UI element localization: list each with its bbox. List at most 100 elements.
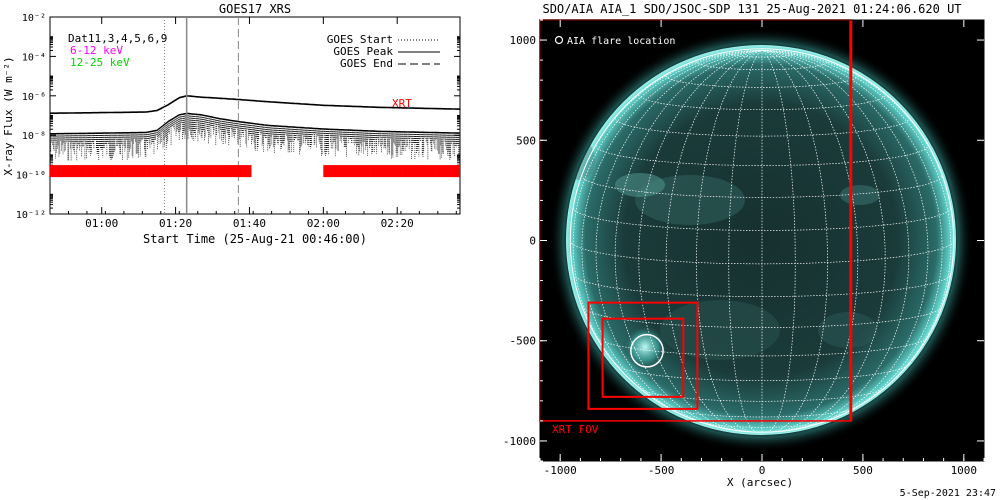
xrt-coverage-mark <box>149 165 152 178</box>
xrt-coverage-mark <box>357 165 361 178</box>
xrt-label: XRT <box>392 97 412 110</box>
xrt-coverage-mark <box>178 165 181 178</box>
xrt-coverage-mark <box>327 165 330 178</box>
aia-legend-text: AIA flare location <box>567 36 675 47</box>
xrt-coverage-mark <box>382 165 385 178</box>
energy-label-1: 6-12 keV <box>70 44 123 57</box>
xrt-coverage-mark <box>241 165 244 178</box>
xrt-coverage-mark <box>243 165 246 178</box>
xrt-coverage-mark <box>414 165 418 178</box>
xrt-coverage-mark <box>204 165 207 178</box>
goes-x-tick-label: 02:20 <box>381 217 414 230</box>
xrt-coverage-mark <box>110 165 114 178</box>
xrt-coverage-mark <box>173 165 177 178</box>
xrt-coverage-mark <box>457 165 460 178</box>
xrt-coverage-mark <box>431 165 434 178</box>
goes-series-low <box>50 112 460 135</box>
xrt-coverage-mark <box>402 165 405 178</box>
xrt-coverage-mark <box>82 165 85 178</box>
xrt-coverage-mark <box>459 165 460 178</box>
goes-noisy-series <box>50 113 460 161</box>
xrt-coverage-mark <box>412 165 416 178</box>
xrt-coverage-mark <box>400 165 403 178</box>
legend-goes-peak: GOES Peak <box>333 45 393 58</box>
grid-longitude-line <box>761 49 859 432</box>
xrt-coverage-mark <box>98 165 102 178</box>
xrt-coverage-mark <box>210 165 213 178</box>
energy-label-2: 12-25 keV <box>70 56 130 69</box>
xrt-coverage-mark <box>451 165 454 178</box>
aia-y-tick-label: 1000 <box>510 34 537 47</box>
aia-x-tick-label: -1000 <box>544 464 577 477</box>
xrt-coverage-mark <box>212 165 215 178</box>
xrt-coverage-mark <box>333 165 336 178</box>
sun-features <box>566 140 880 369</box>
goes-x-tick-label: 01:20 <box>159 217 192 230</box>
xrt-coverage-mark <box>331 165 334 178</box>
aia-y-tick-label: 0 <box>529 235 536 248</box>
grid-longitude-line <box>761 49 952 398</box>
xrt-coverage-mark <box>374 165 377 178</box>
xrt-coverage-mark <box>78 165 81 178</box>
xrt-coverage-mark <box>420 165 424 178</box>
xrt-coverage-mark <box>247 165 250 178</box>
xrt-coverage-mark <box>386 165 389 178</box>
xrt-coverage-mark <box>323 165 326 178</box>
aia-x-tick-label: 1000 <box>951 464 978 477</box>
grid-longitude-line <box>761 49 943 422</box>
xrt-coverage-mark <box>113 165 116 178</box>
xrt-coverage-mark <box>439 165 442 178</box>
grid-longitude-line <box>761 49 929 428</box>
xrt-coverage-mark <box>119 165 122 178</box>
grid-latitude-line <box>700 421 824 428</box>
xrt-fov-label: XRT FOV <box>552 423 599 436</box>
xrt-coverage-mark <box>58 165 61 178</box>
xrt-coverage-mark <box>422 165 426 178</box>
xrt-coverage-mark <box>396 165 399 178</box>
legend-goes-end: GOES End <box>340 57 393 70</box>
xrt-coverage-mark <box>96 165 100 178</box>
goes-noise-spikes <box>50 113 460 161</box>
xrt-coverage-mark <box>188 165 191 178</box>
xrt-coverage-mark <box>92 165 96 178</box>
grid-longitude-line <box>761 49 886 431</box>
xrt-coverage-mark <box>115 165 118 178</box>
aia-panel: SDO/AIA AIA_1 SDO/JSOC-SDP 131 25-Aug-20… <box>503 2 996 499</box>
xrt-coverage-mark <box>337 165 340 178</box>
xrt-coverage-mark <box>163 165 167 178</box>
xrt-coverage-mark <box>165 165 169 178</box>
xrt-coverage-mark <box>129 165 132 178</box>
xrt-coverage-mark <box>86 165 89 178</box>
xrt-coverage-mark <box>104 165 108 178</box>
xrt-coverage-mark <box>145 165 148 178</box>
xrt-coverage-mark <box>167 165 171 178</box>
goes-x-axis: 01:00 01:20 01:40 02:00 02:20 <box>49 17 457 230</box>
xrt-coverage-mark <box>347 165 351 178</box>
xrt-coverage-mark <box>180 165 183 178</box>
xrt-coverage-mark <box>366 165 369 178</box>
xrt-coverage-mark <box>50 165 53 178</box>
xrt-coverage-mark <box>200 165 203 178</box>
aia-y-tick-label: 500 <box>516 134 536 147</box>
xrt-coverage-mark <box>361 165 365 178</box>
xrt-coverage-mark <box>345 165 349 178</box>
xrt-coverage-mark <box>196 165 199 178</box>
xrt-coverage-mark <box>418 165 422 178</box>
xrt-coverage-mark <box>80 165 83 178</box>
xrt-coverage-mark <box>127 165 130 178</box>
xrt-coverage-mark <box>449 165 452 178</box>
xrt-target-box <box>601 317 685 398</box>
xrt-coverage-mark <box>222 165 226 178</box>
xrt-coverage-mark <box>182 165 185 178</box>
xrt-coverage-mark <box>392 165 395 178</box>
xrt-coverage-mark <box>139 165 142 178</box>
xrt-coverage-mark <box>202 165 205 178</box>
xrt-coverage-mark <box>141 165 144 178</box>
xrt-coverage-mark <box>384 165 387 178</box>
xrt-coverage-mark <box>106 165 110 178</box>
xrt-coverage-mark <box>232 165 236 178</box>
xrt-coverage-mark <box>445 165 448 178</box>
goes-x-tick-label: 02:00 <box>307 217 340 230</box>
xrt-coverage-mark <box>100 165 104 178</box>
xrt-coverage-mark <box>380 165 383 178</box>
